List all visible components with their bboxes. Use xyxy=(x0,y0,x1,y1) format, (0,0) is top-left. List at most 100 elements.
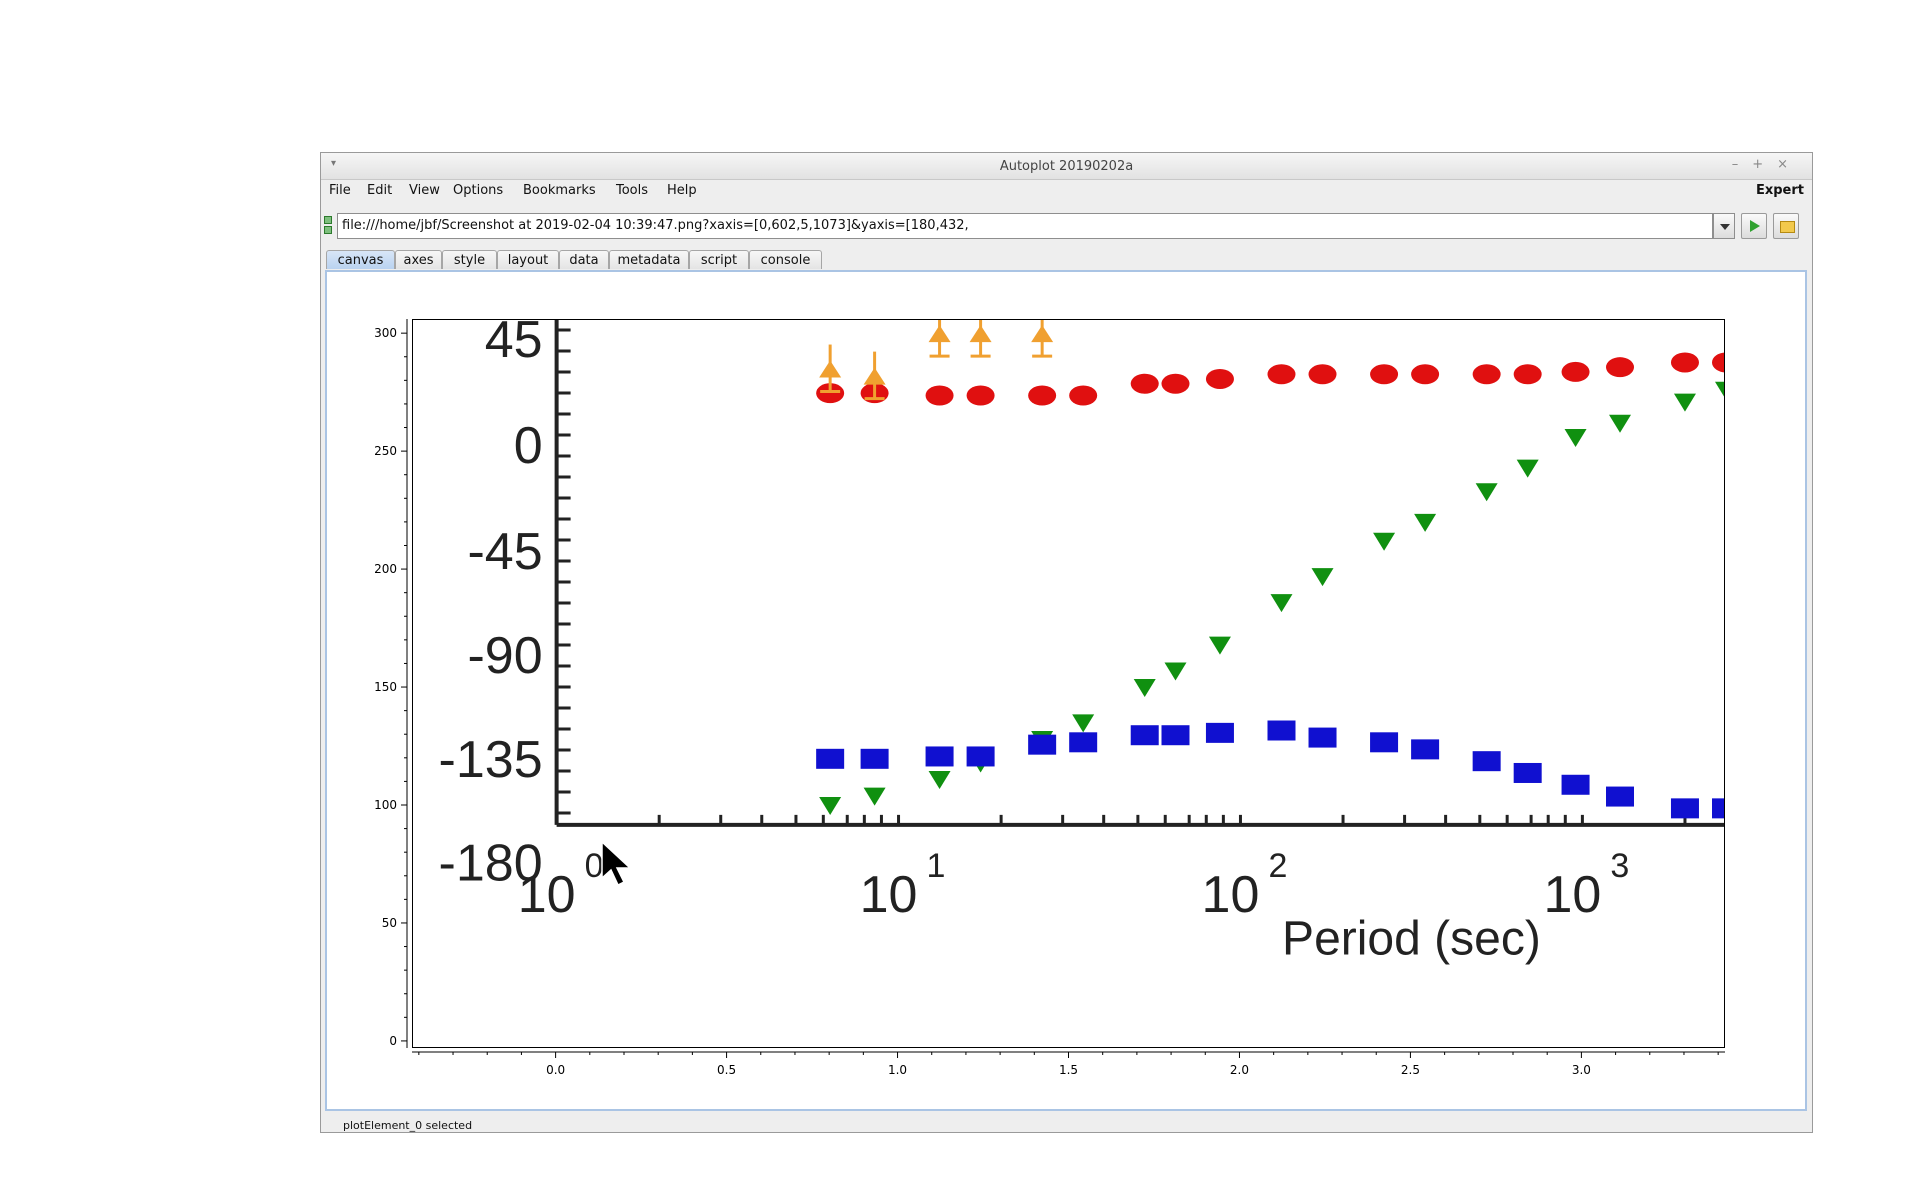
data-point xyxy=(969,325,992,343)
window-controls: –+× xyxy=(1732,157,1802,172)
data-point xyxy=(1670,352,1699,373)
uri-history-dropdown[interactable] xyxy=(1713,213,1735,239)
data-point xyxy=(1130,725,1159,746)
data-point xyxy=(1561,361,1590,382)
minimize-icon[interactable]: – xyxy=(1731,157,1753,172)
close-icon[interactable]: × xyxy=(1777,157,1802,172)
plot-area[interactable]: 45 0 -45 -90 -135 -180 10 0 10 1 10 2 10 3 Period (sec… xyxy=(412,319,1725,1048)
tab-layout[interactable]: layout xyxy=(497,250,559,269)
series-circle xyxy=(816,352,1724,406)
data-point xyxy=(1513,364,1542,385)
open-folder-button[interactable] xyxy=(1773,213,1799,239)
data-point xyxy=(860,748,889,769)
tab-script[interactable]: script xyxy=(689,250,749,269)
data-point xyxy=(966,385,995,406)
data-point xyxy=(819,797,842,815)
data-source-icon xyxy=(324,216,332,234)
data-point xyxy=(1370,364,1399,385)
y-tick-label: 200 xyxy=(374,562,397,576)
x-tick-label: 0.0 xyxy=(546,1063,565,1077)
x-tick-label: 2.5 xyxy=(1401,1063,1420,1077)
data-point xyxy=(1564,428,1587,447)
menu-help[interactable]: Help xyxy=(667,183,697,198)
x-tick-label: 1.5 xyxy=(1059,1063,1078,1077)
address-row: file:///home/jbf/Screenshot at 2019-02-0… xyxy=(321,213,1812,243)
image-x-title: Period (sec) xyxy=(1282,913,1541,966)
data-point xyxy=(1164,662,1187,681)
data-point xyxy=(1411,364,1440,385)
data-point xyxy=(819,360,842,378)
data-point xyxy=(1308,727,1337,748)
menu-tools[interactable]: Tools xyxy=(616,183,649,198)
image-x-label: 101 xyxy=(860,847,946,924)
data-point xyxy=(1414,513,1437,532)
expert-menu[interactable]: Expert xyxy=(1755,183,1804,198)
tab-canvas[interactable]: canvas xyxy=(326,250,395,269)
data-point xyxy=(1712,352,1724,373)
svg-text:1: 1 xyxy=(927,847,946,885)
data-point xyxy=(1161,725,1190,746)
svg-text:10: 10 xyxy=(1543,866,1601,924)
x-tick-label: 1.0 xyxy=(888,1063,907,1077)
data-point xyxy=(1609,414,1632,433)
svg-text:2: 2 xyxy=(1268,847,1287,885)
data-point xyxy=(1370,732,1399,753)
svg-text:10: 10 xyxy=(518,866,576,924)
data-point xyxy=(1411,739,1440,760)
x-axis: 0.0 0.5 1.0 1.5 2.0 2.5 3.0 xyxy=(412,1051,1725,1077)
window-title: Autoplot 20190202a xyxy=(999,159,1134,174)
tab-axes[interactable]: axes xyxy=(395,250,442,269)
series-triangle-down xyxy=(819,381,1724,815)
svg-text:10: 10 xyxy=(860,866,918,924)
svg-text:0: 0 xyxy=(585,847,604,885)
data-point xyxy=(1472,364,1501,385)
tab-style[interactable]: style xyxy=(442,250,497,269)
data-point xyxy=(1715,381,1724,397)
data-point xyxy=(1031,325,1054,343)
menu-options[interactable]: Options xyxy=(453,183,504,198)
window-menu-icon[interactable]: ▾ xyxy=(331,158,337,169)
menu-bookmarks[interactable]: Bookmarks xyxy=(523,183,596,198)
data-point xyxy=(1028,734,1057,755)
mouse-cursor-icon xyxy=(601,840,632,887)
y-tick-label: 50 xyxy=(382,916,397,930)
data-point xyxy=(816,748,845,769)
menu-file[interactable]: File xyxy=(329,183,351,198)
uri-input[interactable]: file:///home/jbf/Screenshot at 2019-02-0… xyxy=(337,213,1713,239)
data-point xyxy=(1472,751,1501,772)
data-point xyxy=(1208,636,1231,655)
image-y-label: -135 xyxy=(439,731,543,789)
y-tick-label: 300 xyxy=(374,326,397,340)
y-axis: 0 50 100 150 200 250 300 xyxy=(374,319,408,1048)
data-point xyxy=(1069,732,1098,753)
data-point xyxy=(1267,364,1296,385)
menu-edit[interactable]: Edit xyxy=(367,183,393,198)
data-point xyxy=(925,746,954,767)
data-point xyxy=(1670,798,1699,819)
data-point xyxy=(863,367,886,385)
menu-view[interactable]: View xyxy=(409,183,440,198)
title-bar[interactable]: ▾ Autoplot 20190202a –+× xyxy=(321,153,1812,180)
data-point xyxy=(1069,385,1098,406)
image-x-label: 102 xyxy=(1202,847,1288,924)
tab-metadata[interactable]: metadata xyxy=(609,250,689,269)
go-button[interactable] xyxy=(1741,213,1767,239)
data-point xyxy=(816,383,845,404)
image-x-label: 103 xyxy=(1543,847,1629,924)
data-point xyxy=(1606,786,1635,807)
data-point xyxy=(863,787,886,806)
data-point xyxy=(966,746,995,767)
data-point xyxy=(928,325,951,343)
data-point xyxy=(1270,594,1293,613)
image-y-label: 0 xyxy=(514,417,543,475)
data-point xyxy=(1308,364,1337,385)
y-tick-label: 250 xyxy=(374,444,397,458)
tab-console[interactable]: console xyxy=(749,250,822,269)
data-point xyxy=(1373,532,1396,551)
tab-data[interactable]: data xyxy=(559,250,609,269)
data-point xyxy=(1205,368,1234,389)
data-point xyxy=(1267,720,1296,741)
data-point xyxy=(1130,373,1159,394)
maximize-icon[interactable]: + xyxy=(1752,157,1778,172)
image-y-label: 45 xyxy=(485,320,543,369)
